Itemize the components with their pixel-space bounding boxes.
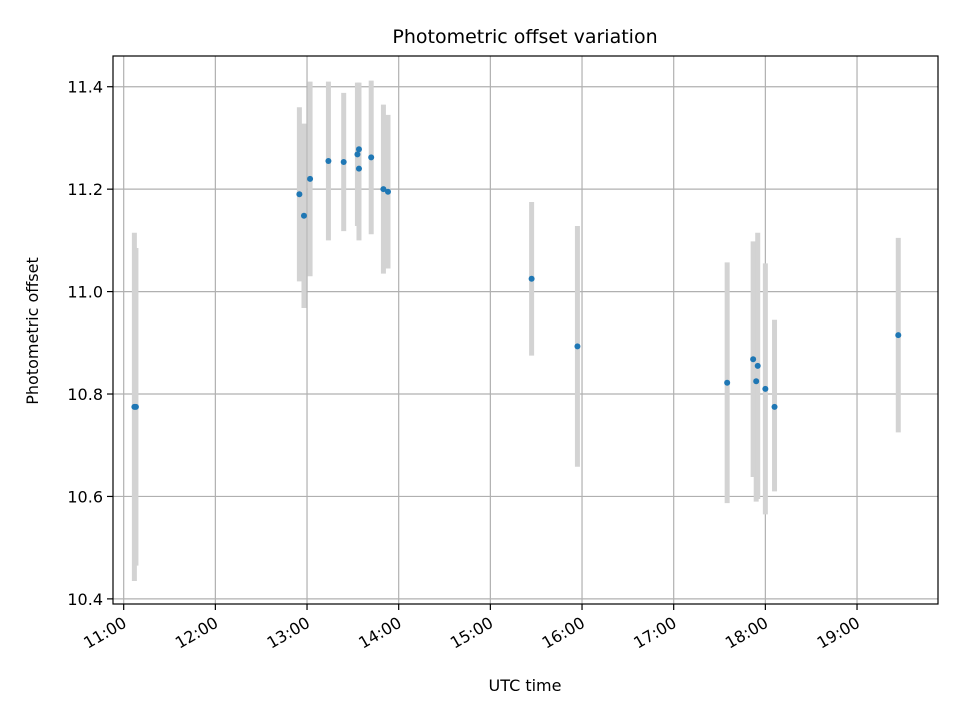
data-point [307,175,314,182]
x-axis-label: UTC time [489,676,562,695]
data-point [574,343,581,350]
data-point [368,154,375,161]
grid [113,56,938,604]
chart-title: Photometric offset variation [392,26,657,48]
data-point [724,379,731,386]
y-tick-label: 10.8 [67,385,103,404]
data-point [296,191,303,198]
data-point [895,332,902,339]
data-point [355,165,362,172]
data-point [528,275,535,282]
data-point [771,403,778,410]
y-axis-label: Photometric offset [23,257,42,405]
data-points [131,146,902,410]
y-tick-label: 11.0 [67,283,103,302]
y-tick-label: 11.2 [67,180,103,199]
data-point [380,186,387,193]
data-point [750,356,757,363]
data-point [385,188,391,195]
data-point [753,378,760,385]
data-point [762,385,769,392]
data-point [355,146,362,153]
y-tick-label: 11.4 [67,78,103,97]
data-point [300,212,307,219]
data-point [340,159,347,166]
data-point [354,151,361,158]
plot-frame [112,55,939,605]
data-point [754,362,761,369]
data-point [325,157,332,164]
data-point [132,403,139,410]
y-tick-label: 10.6 [67,487,103,506]
y-tick-label: 10.4 [67,590,103,609]
